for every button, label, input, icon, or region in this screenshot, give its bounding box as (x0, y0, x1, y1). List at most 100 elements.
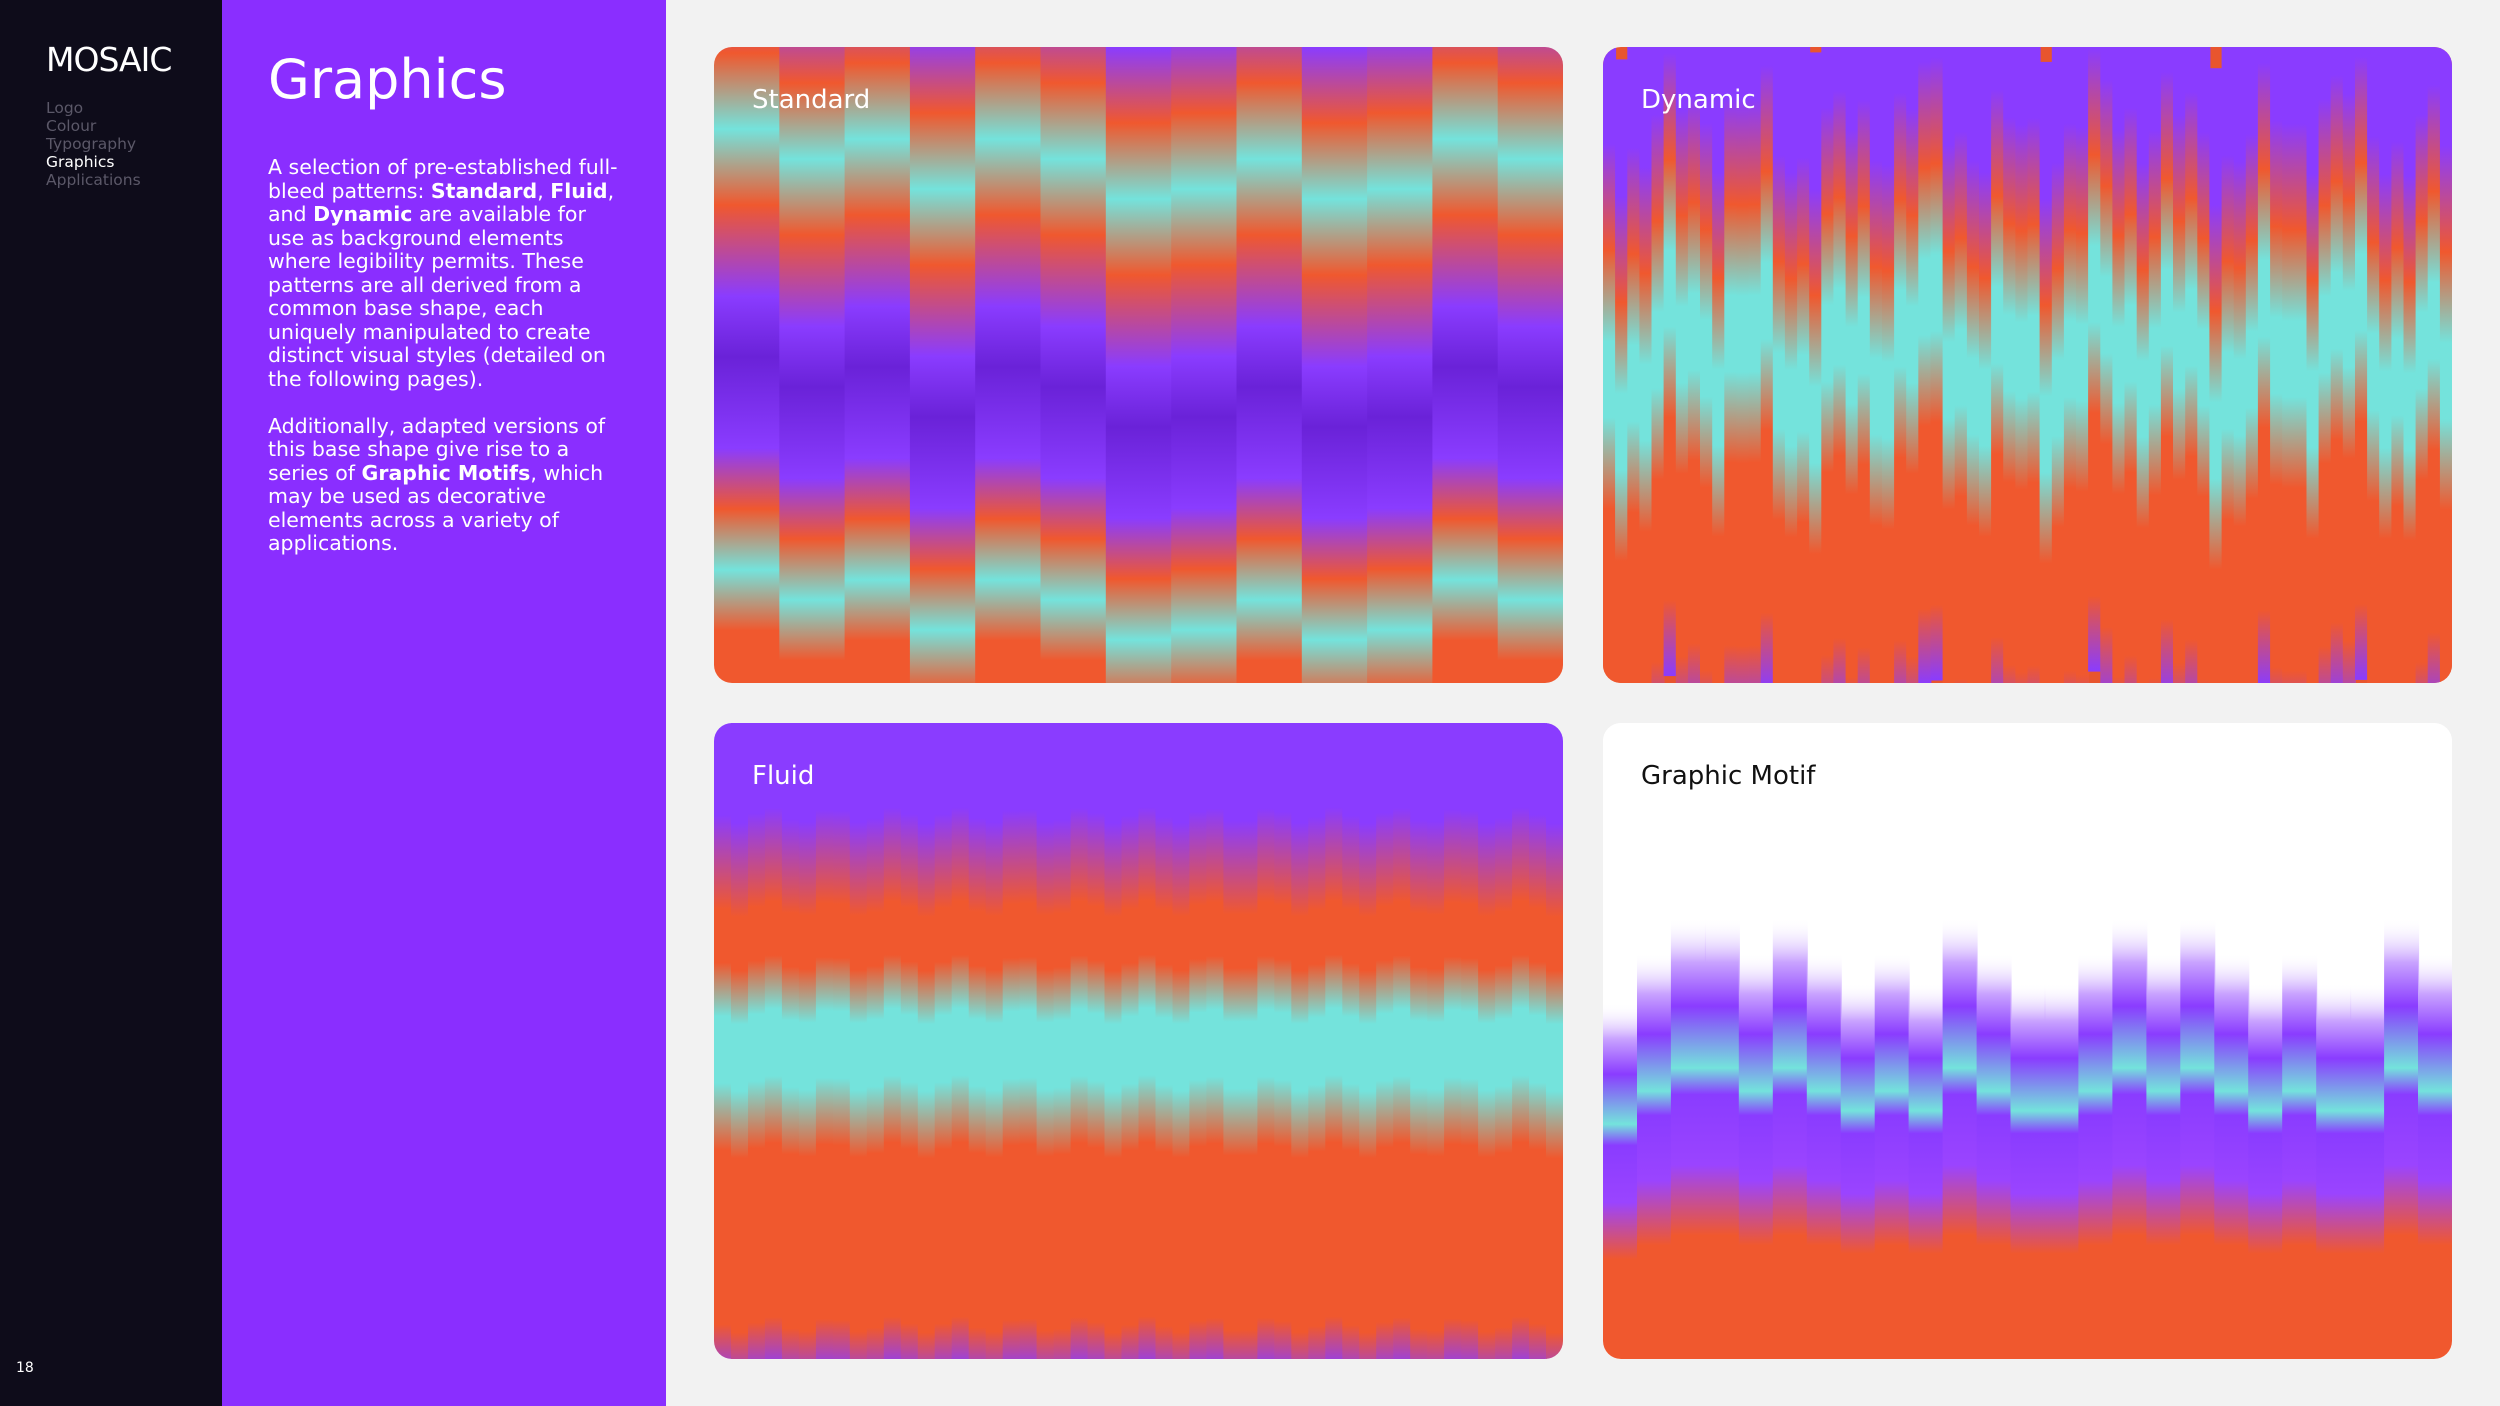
card-label-graphic-motif: Graphic Motif (1641, 761, 1816, 791)
dynamic-column (1603, 47, 1617, 683)
standard-column (909, 47, 977, 683)
dynamic-column (1772, 47, 1786, 683)
motif-column (2418, 953, 2452, 1359)
dynamic-column (1663, 47, 1677, 677)
fluid-column (1461, 723, 1480, 1359)
fluid-column (1036, 723, 1055, 1359)
dynamic-column (2027, 47, 2041, 683)
dynamic-column (2124, 47, 2138, 683)
dynamic-column (1748, 47, 1762, 683)
nav-item-graphics[interactable]: Graphics (46, 153, 115, 171)
fluid-column (1478, 723, 1497, 1359)
standard-column (1432, 47, 1499, 683)
dynamic-column (2003, 47, 2017, 683)
dynamic-column (1784, 47, 1798, 683)
fluid-column (1342, 723, 1361, 1359)
standard-column (714, 47, 781, 683)
motif-column (2384, 918, 2420, 1359)
fluid-column (1427, 723, 1446, 1359)
para2-intro: Additionally, adapted versions of this b… (268, 413, 606, 485)
motif-column (1704, 918, 1740, 1359)
nav-item-applications[interactable]: Applications (46, 171, 141, 189)
dynamic-column (2439, 47, 2452, 683)
para1-sep1: , (537, 178, 551, 203)
dynamic-column (1615, 59, 1629, 683)
dynamic-column (1797, 47, 1811, 683)
dynamic-column (2015, 47, 2029, 683)
page-title: Graphics (268, 48, 507, 111)
nav-item-colour[interactable]: Colour (46, 117, 97, 135)
motif-column (2180, 918, 2216, 1359)
para1-rest: are available for use as background elem… (268, 202, 606, 391)
fluid-column (1223, 723, 1242, 1359)
fluid-column (1240, 723, 1259, 1359)
motif-column (1908, 983, 1944, 1359)
dynamic-column (2209, 68, 2223, 683)
standard-column (1367, 47, 1434, 683)
dynamic-column (2233, 47, 2247, 683)
page-number: 18 (16, 1360, 34, 1376)
card-label-dynamic: Dynamic (1641, 85, 1756, 115)
dynamic-column (1675, 47, 1689, 683)
motif-column (2044, 983, 2080, 1359)
fluid-column (1495, 723, 1514, 1359)
fluid-column (900, 723, 919, 1359)
fluid-column (1376, 723, 1395, 1359)
dynamic-column (2306, 47, 2320, 683)
nav-item-logo[interactable]: Logo (46, 99, 84, 117)
sidebar-nav: Logo Colour Typography Graphics Applicat… (46, 99, 141, 189)
dynamic-column (1991, 47, 2005, 683)
fluid-column (1410, 723, 1429, 1359)
dynamic-column (2136, 47, 2150, 683)
fluid-column (883, 723, 902, 1359)
fluid-column (1308, 723, 1327, 1359)
dynamic-column (1857, 47, 1871, 683)
motif-column (1637, 953, 1672, 1359)
dynamic-column (2318, 47, 2332, 683)
dynamic-column (2100, 47, 2114, 683)
dynamic-column (1724, 47, 1738, 683)
motif-column (1738, 953, 1774, 1359)
fluid-column (1257, 723, 1276, 1359)
dynamic-column (2257, 47, 2271, 683)
sidebar: MOSAIC Logo Colour Typography Graphics A… (0, 0, 222, 1406)
dynamic-column (1930, 47, 1944, 681)
dynamic-column (2039, 61, 2053, 683)
dynamic-column (2270, 47, 2284, 683)
dynamic-column (2112, 47, 2126, 683)
dynamic-column (2355, 47, 2369, 680)
fluid-column (1206, 723, 1225, 1359)
dynamic-column (2379, 47, 2393, 683)
fluid-column (832, 723, 851, 1359)
pattern-card-dynamic: Dynamic (1603, 47, 2452, 683)
standard-column (1171, 47, 1238, 683)
intro-panel: Graphics A selection of pre-established … (222, 0, 666, 1406)
motif-column (2248, 983, 2284, 1359)
fluid-column (798, 723, 817, 1359)
fluid-column (1444, 723, 1463, 1359)
dynamic-column (2185, 47, 2199, 683)
fluid-column (1138, 723, 1157, 1359)
fluid-column (1087, 723, 1106, 1359)
description: A selection of pre-established full-blee… (268, 155, 618, 579)
dynamic-column (2330, 47, 2344, 683)
dynamic-column (1809, 52, 1823, 683)
dynamic-column (1760, 47, 1774, 683)
standard-column (1105, 47, 1173, 683)
pattern-card-standard: Standard (714, 47, 1563, 683)
dynamic-column (1639, 47, 1653, 683)
motif-column (1670, 918, 1706, 1359)
dynamic-column (2342, 47, 2356, 683)
para1-standard: Standard (430, 178, 538, 203)
fluid-column (1104, 723, 1123, 1359)
dynamic-column (1869, 47, 1883, 683)
para1-fluid: Fluid (550, 178, 608, 203)
fluid-column (1325, 723, 1344, 1359)
fluid-column (1274, 723, 1293, 1359)
dynamic-column (1966, 47, 1980, 683)
pattern-card-graphic-motif: Graphic Motif (1603, 723, 2452, 1359)
fluid-column (1359, 723, 1378, 1359)
motif-column (2010, 983, 2046, 1359)
dynamic-column (2063, 47, 2077, 683)
nav-item-typography[interactable]: Typography (46, 135, 137, 153)
